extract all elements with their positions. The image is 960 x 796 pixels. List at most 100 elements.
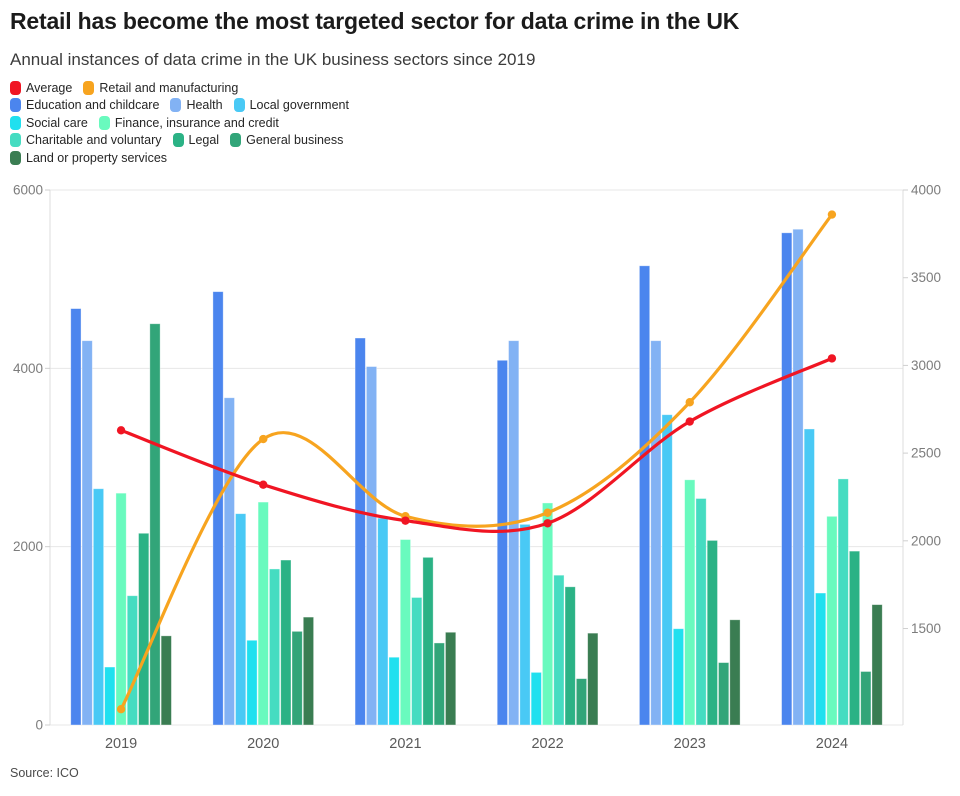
legend-row: Education and childcare Health Local gover… <box>10 98 349 113</box>
legend-item: Retail and manufacturing <box>83 80 239 95</box>
legend-swatch-icon <box>10 115 21 130</box>
bar-general-business-2021 <box>433 642 445 726</box>
legend-row: Land or property services <box>10 150 349 165</box>
bar-social-care-2020 <box>246 639 258 726</box>
bar-land-or-property-services-2019 <box>160 635 172 726</box>
bar-education-and-childcare-2019 <box>70 308 82 726</box>
bar-charitable-and-voluntary-2019 <box>126 595 138 726</box>
y-axis-label-right: 3000 <box>911 358 941 373</box>
bar-education-and-childcare-2024 <box>781 232 793 726</box>
legend-label: Education and childcare <box>26 98 160 112</box>
legend-item: Legal <box>172 133 220 147</box>
bar-legal-2022 <box>564 586 576 726</box>
bar-legal-2021 <box>422 556 434 726</box>
legend-item: Local government <box>233 98 349 112</box>
chart-title: Retail has become the most targeted sect… <box>10 8 740 34</box>
legend: Average Retail and manufacturing Education… <box>10 80 349 165</box>
legend-item: Finance, insurance and credit <box>98 115 279 130</box>
bar-education-and-childcare-2022 <box>496 359 508 726</box>
legend-swatch-icon <box>98 115 110 130</box>
bar-social-care-2023 <box>672 628 684 726</box>
retail-and-manufacturing-marker <box>259 434 268 444</box>
legend-swatch-icon <box>10 133 21 147</box>
retail-and-manufacturing-line <box>119 212 834 711</box>
bar-social-care-2019 <box>104 666 116 726</box>
legend-swatch-icon <box>83 80 95 95</box>
x-axis-label: 2024 <box>816 736 848 752</box>
bar-local-government-2021 <box>377 517 389 726</box>
bar-general-business-2022 <box>575 678 588 726</box>
y-axis-label-right: 3500 <box>911 270 941 285</box>
average-marker <box>259 480 268 489</box>
legend-row: Average Retail and manufacturing <box>10 80 349 95</box>
legend-swatch-icon <box>10 98 21 112</box>
retail-and-manufacturing-marker <box>827 210 837 219</box>
legend-label: Finance, insurance and credit <box>114 115 279 130</box>
source-note: Source: ICO <box>10 766 79 780</box>
y-axis-label-left: 6000 <box>13 183 43 198</box>
retail-and-manufacturing-marker <box>685 398 694 407</box>
chart-subtitle: Annual instances of data crime in the UK… <box>10 50 536 69</box>
legend-item: General business <box>230 133 343 147</box>
bar-education-and-childcare-2021 <box>354 337 366 726</box>
bar-finance-insurance-and-credit-2019 <box>115 492 127 726</box>
bar-local-government-2019 <box>92 488 105 726</box>
legend-swatch-icon <box>10 80 21 95</box>
y-axis-label-right: 4000 <box>911 183 941 198</box>
legend-swatch-icon <box>172 133 184 147</box>
bar-local-government-2024 <box>803 428 815 726</box>
legend-row: Charitable and voluntary Legal General bus… <box>10 133 349 148</box>
legend-label: Land or property services <box>26 150 168 165</box>
bar-education-and-childcare-2023 <box>639 265 651 726</box>
average-marker <box>827 354 837 363</box>
legend-row: Social care Finance, insurance and credit <box>10 115 349 130</box>
legend-swatch-icon <box>10 150 21 165</box>
bar-land-or-property-services-2024 <box>871 604 883 726</box>
x-axis-label: 2020 <box>247 736 279 752</box>
average-marker <box>685 417 694 426</box>
legend-item: Health <box>170 98 223 112</box>
average-marker <box>543 519 552 528</box>
legend-label: Average <box>26 80 73 95</box>
bar-health-2020 <box>223 397 235 726</box>
legend-swatch-icon <box>233 98 245 112</box>
y-axis-label-right: 1500 <box>911 621 941 636</box>
bar-charitable-and-voluntary-2023 <box>695 498 707 726</box>
bar-health-2019 <box>81 340 93 726</box>
bar-finance-insurance-and-credit-2024 <box>826 515 838 726</box>
bar-social-care-2024 <box>815 592 827 726</box>
bar-charitable-and-voluntary-2021 <box>411 597 423 726</box>
bar-finance-insurance-and-credit-2020 <box>257 501 269 726</box>
bar-land-or-property-services-2020 <box>302 616 314 726</box>
bar-finance-insurance-and-credit-2021 <box>399 539 411 726</box>
y-axis-label-right: 2000 <box>911 533 941 548</box>
legend-item: Land or property services <box>10 150 168 165</box>
bar-legal-2020 <box>280 559 292 726</box>
bar-health-2021 <box>365 366 378 726</box>
legend-label: Legal <box>188 133 220 147</box>
bar-charitable-and-voluntary-2020 <box>268 568 281 726</box>
bar-land-or-property-services-2021 <box>445 631 457 726</box>
legend-swatch-icon <box>170 98 182 112</box>
legend-label: Retail and manufacturing <box>99 80 239 95</box>
average-line <box>119 356 834 533</box>
bar-charitable-and-voluntary-2022 <box>553 574 565 726</box>
average-marker <box>401 516 410 525</box>
bar-legal-2024 <box>848 550 861 726</box>
bar-legal-2019 <box>138 532 150 726</box>
bar-finance-insurance-and-credit-2022 <box>542 502 554 726</box>
bar-general-business-2019 <box>149 323 161 726</box>
legend-item: Social care <box>10 115 88 130</box>
bar-general-business-2023 <box>718 662 730 726</box>
bar-social-care-2021 <box>388 656 400 726</box>
legend-label: Social care <box>26 115 88 130</box>
legend-item: Charitable and voluntary <box>10 133 162 147</box>
retail-and-manufacturing-marker <box>543 508 552 517</box>
bar-social-care-2022 <box>530 671 542 726</box>
bar-land-or-property-services-2022 <box>587 632 599 726</box>
legend-item: Average <box>10 80 73 95</box>
legend-label: Charitable and voluntary <box>26 133 162 147</box>
bar-health-2023 <box>650 340 662 726</box>
legend-label: Health <box>186 98 223 112</box>
bar-local-government-2023 <box>661 414 673 726</box>
